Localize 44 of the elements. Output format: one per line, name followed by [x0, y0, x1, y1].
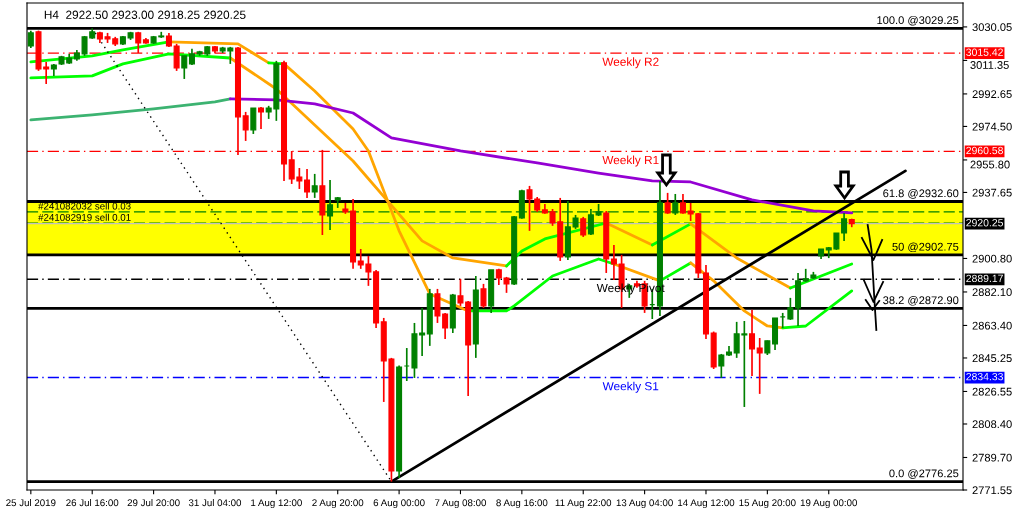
- ref-line-label: #241082919 sell 0.01: [38, 213, 131, 221]
- annotation: 0.0 @2776.25: [889, 469, 959, 479]
- ref-line-label: 2889.17: [966, 274, 1003, 283]
- y-tick-label: 2900.80: [972, 254, 1012, 263]
- y-tick-label: 2845.25: [972, 354, 1012, 363]
- y-tick-label: 3030.05: [972, 23, 1012, 32]
- chart-title: H4 2922.50 2923.00 2918.25 2920.25: [44, 10, 246, 19]
- x-tick-label: 29 Jul 20:00: [127, 499, 180, 507]
- annotation: 38.2 @2872.90: [883, 296, 959, 306]
- y-tick-label: 2955.80: [970, 160, 1010, 169]
- y-tick-label: 3011.35: [970, 61, 1009, 69]
- y-tick-label: 2826.55: [972, 387, 1012, 396]
- annotation: Weekly R2: [602, 57, 659, 69]
- x-tick-label: 1 Aug 12:00: [251, 499, 302, 509]
- x-tick-label: 13 Aug 04:00: [616, 499, 673, 509]
- x-tick-label: 2 Aug 20:00: [312, 499, 364, 509]
- y-tick-label: 2808.40: [972, 420, 1012, 429]
- y-tick-label: 2789.70: [972, 453, 1012, 462]
- annotation: Weekly R1: [602, 155, 659, 167]
- x-tick-label: 25 Jul 2019: [6, 499, 56, 507]
- x-tick-label: 11 Aug 22:00: [555, 499, 612, 509]
- ref-line-label: #241082032 sell 0.03: [38, 202, 131, 210]
- x-tick-label: 6 Aug 00:00: [373, 499, 425, 509]
- y-tick-label: 2974.50: [972, 122, 1012, 131]
- y-tick-label: 2937.65: [972, 188, 1012, 197]
- ref-line-label: 2834.33: [966, 372, 1003, 381]
- x-tick-label: 31 Jul 04:00: [188, 499, 242, 507]
- ref-line-label: 2920.25: [966, 219, 1003, 227]
- ref-line-label: 2960.58: [966, 146, 1003, 155]
- ref-line-label: 3015.42: [966, 48, 1003, 56]
- y-tick-label: 2863.40: [972, 321, 1012, 330]
- y-tick-label: 2882.10: [972, 288, 1012, 297]
- x-tick-label: 14 Aug 12:00: [678, 499, 735, 509]
- x-tick-label: 7 Aug 08:00: [435, 499, 487, 509]
- annotation: 100.0 @3029.25: [877, 15, 959, 26]
- annotation: Weekly S1: [602, 381, 659, 393]
- y-tick-label: 2771.55: [972, 486, 1012, 495]
- annotation: 61.8 @2932.60: [883, 189, 959, 199]
- annotation: 50 @2902.75: [892, 242, 959, 253]
- x-tick-label: 26 Jul 16:00: [66, 499, 119, 507]
- x-tick-label: 8 Aug 16:00: [496, 499, 548, 509]
- y-tick-label: 2992.65: [972, 90, 1012, 99]
- x-tick-label: 19 Aug 00:00: [800, 499, 858, 509]
- x-tick-label: 15 Aug 20:00: [739, 499, 796, 509]
